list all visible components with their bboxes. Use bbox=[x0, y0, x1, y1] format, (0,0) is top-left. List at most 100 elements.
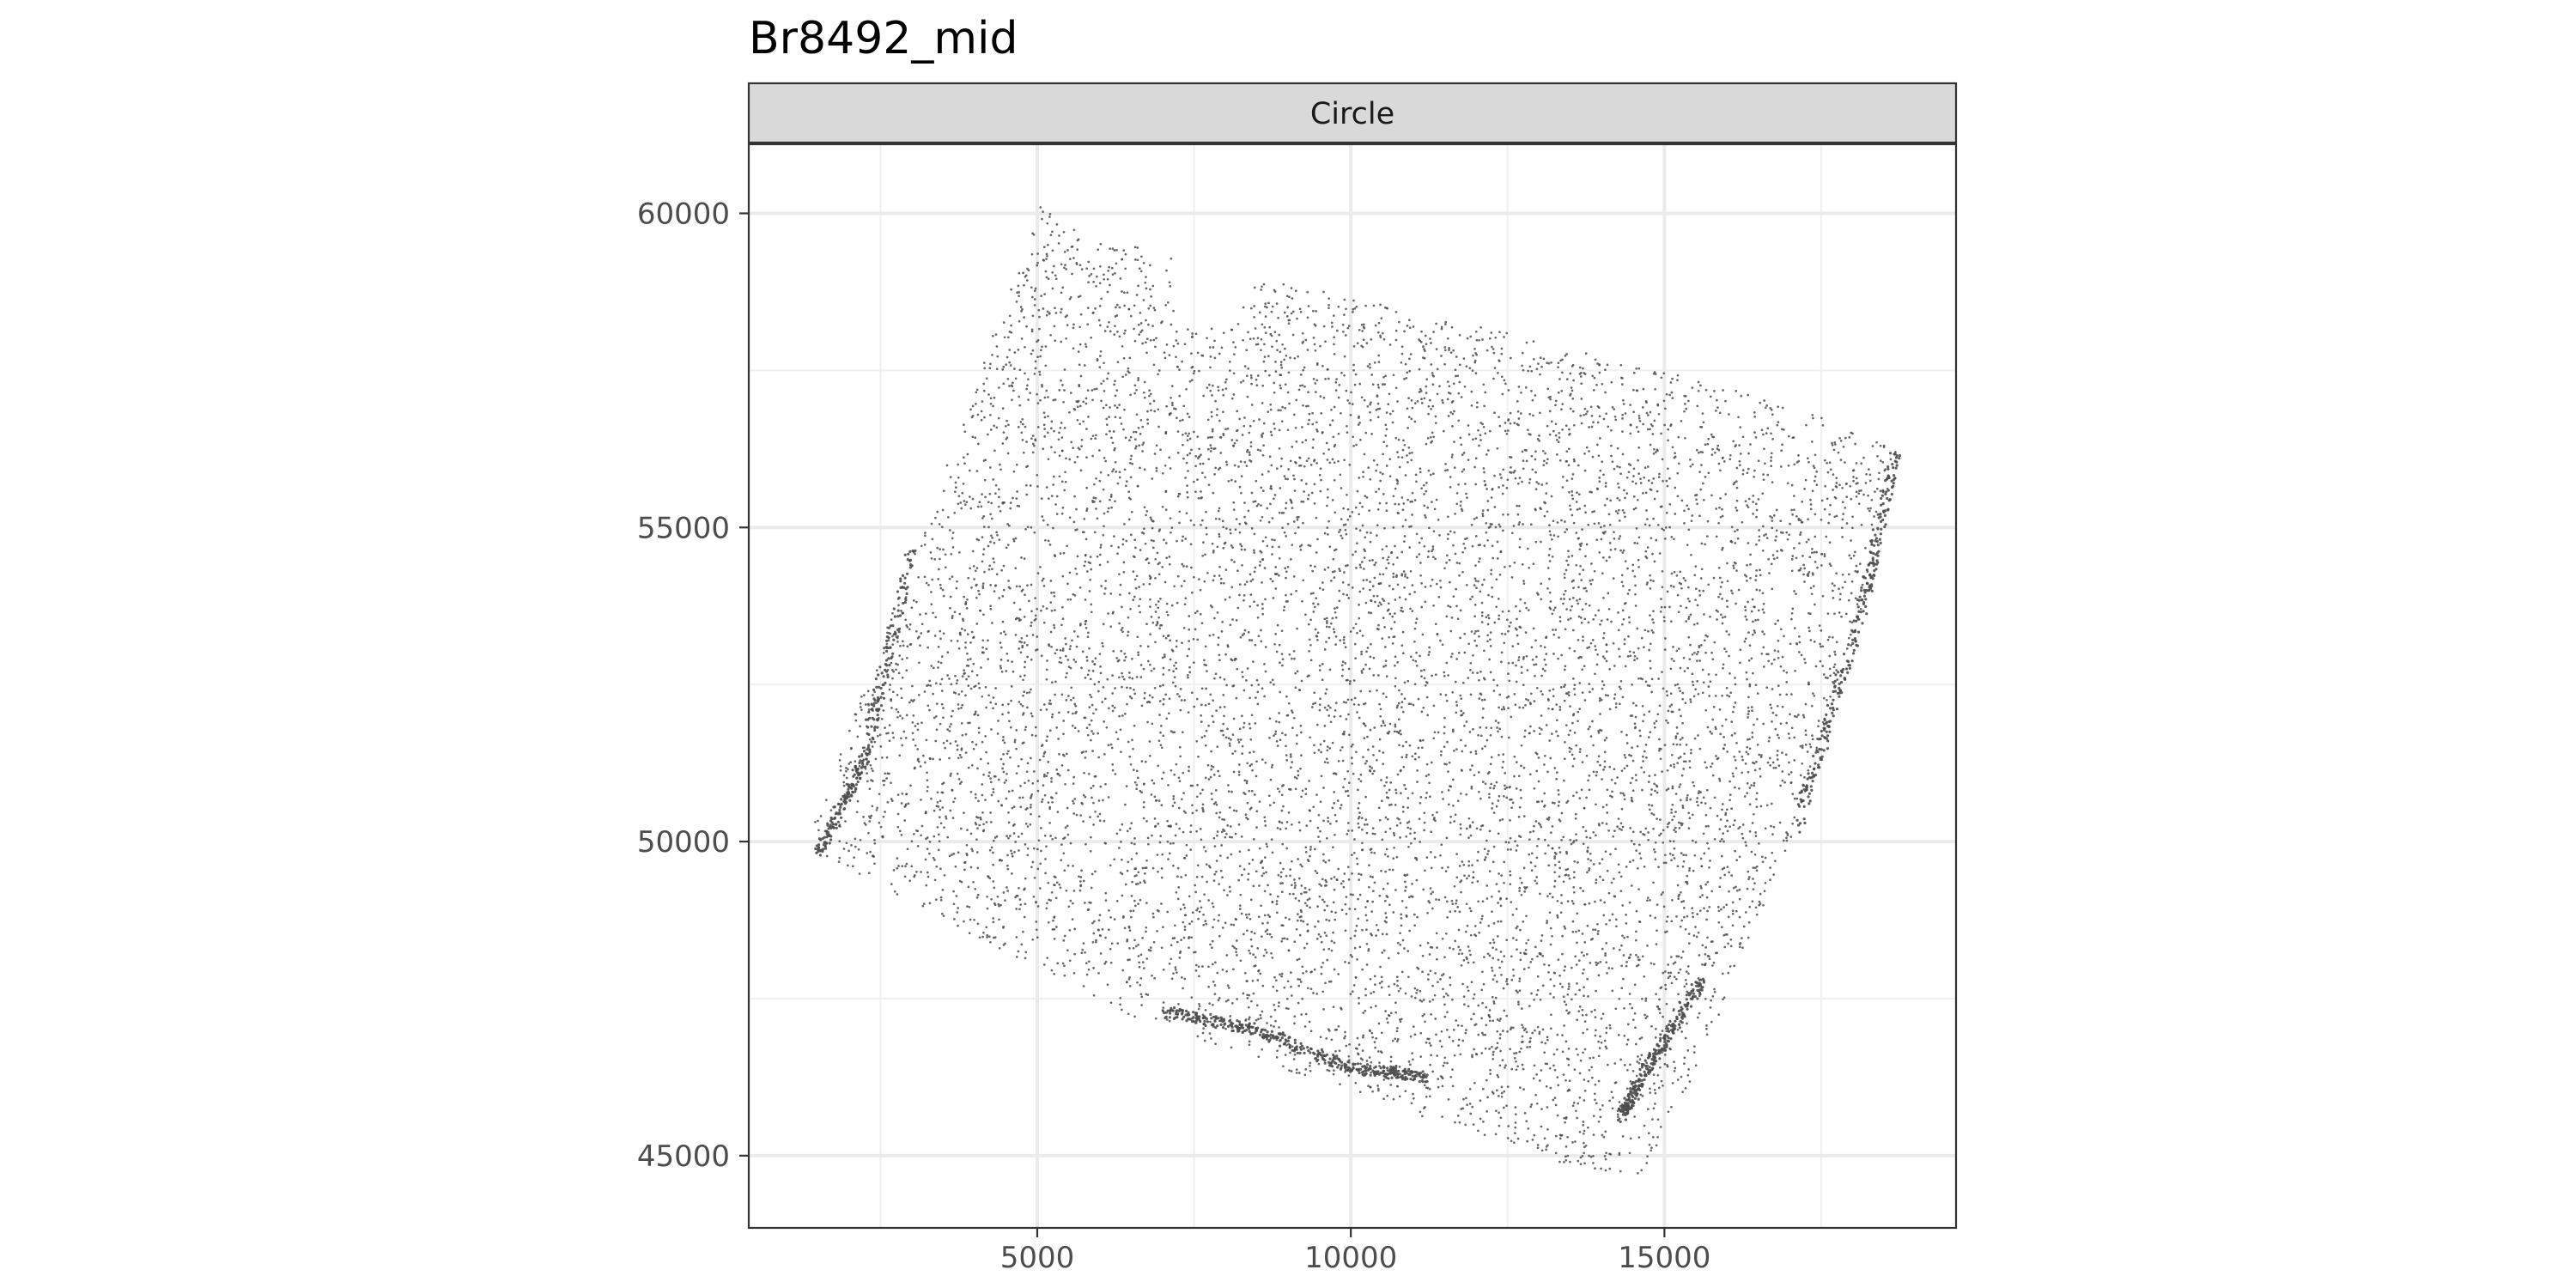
data-point bbox=[1109, 498, 1111, 501]
data-point bbox=[1406, 873, 1409, 877]
data-point bbox=[1181, 418, 1184, 422]
data-point bbox=[1595, 878, 1598, 881]
data-point bbox=[1400, 609, 1402, 612]
data-point bbox=[1384, 434, 1388, 437]
data-point bbox=[1675, 726, 1679, 729]
data-point bbox=[1786, 538, 1789, 541]
data-point bbox=[1228, 835, 1231, 839]
data-point bbox=[1034, 614, 1037, 617]
data-point bbox=[1071, 724, 1074, 727]
data-point bbox=[1644, 680, 1648, 683]
data-point bbox=[1103, 390, 1106, 392]
data-point bbox=[1695, 653, 1698, 656]
data-point bbox=[1447, 515, 1449, 519]
data-point bbox=[1661, 1030, 1664, 1032]
data-point bbox=[1665, 392, 1668, 396]
data-point bbox=[1626, 655, 1630, 658]
data-point bbox=[1326, 749, 1329, 752]
data-point bbox=[1499, 1116, 1503, 1120]
data-point bbox=[1771, 833, 1774, 835]
data-point bbox=[1297, 957, 1301, 961]
data-point bbox=[1394, 1037, 1397, 1041]
data-point bbox=[1750, 784, 1753, 787]
data-point bbox=[1490, 726, 1493, 730]
data-point bbox=[1347, 667, 1351, 671]
data-point bbox=[1213, 984, 1217, 987]
data-point bbox=[1322, 396, 1326, 399]
data-point bbox=[1386, 882, 1389, 885]
data-point bbox=[1360, 344, 1363, 348]
data-point bbox=[1499, 904, 1503, 908]
data-point bbox=[1448, 347, 1450, 349]
data-point bbox=[1325, 757, 1328, 761]
data-point bbox=[1492, 556, 1495, 560]
data-point bbox=[1490, 568, 1493, 572]
data-point bbox=[1516, 513, 1520, 516]
data-point bbox=[1025, 387, 1029, 391]
data-point bbox=[978, 501, 981, 504]
data-point bbox=[1185, 387, 1188, 391]
data-point bbox=[1111, 674, 1114, 677]
data-point bbox=[1694, 841, 1698, 844]
data-point bbox=[1649, 1149, 1653, 1152]
data-point bbox=[878, 821, 881, 824]
data-point bbox=[1113, 535, 1115, 538]
data-point bbox=[1637, 866, 1639, 870]
data-point bbox=[922, 902, 926, 905]
data-point bbox=[1551, 896, 1554, 899]
data-point bbox=[1849, 620, 1851, 623]
data-point bbox=[1781, 532, 1784, 534]
data-point bbox=[1059, 649, 1062, 652]
data-point bbox=[1188, 665, 1191, 669]
data-point bbox=[1278, 720, 1281, 724]
data-point bbox=[1330, 910, 1334, 914]
data-point bbox=[1691, 672, 1694, 676]
data-point bbox=[1215, 811, 1218, 815]
data-point bbox=[1540, 690, 1543, 693]
data-point bbox=[1394, 788, 1397, 792]
data-point bbox=[1258, 884, 1261, 887]
data-point bbox=[1327, 820, 1330, 823]
data-point bbox=[1210, 793, 1213, 795]
data-point bbox=[1606, 972, 1608, 975]
data-point bbox=[953, 511, 957, 514]
data-point bbox=[1017, 284, 1020, 288]
data-point bbox=[1583, 954, 1585, 957]
data-point bbox=[1644, 1017, 1648, 1020]
data-point bbox=[1204, 553, 1206, 556]
data-point bbox=[988, 564, 992, 568]
data-point bbox=[1620, 944, 1623, 947]
data-point bbox=[1657, 476, 1661, 478]
data-point bbox=[1564, 531, 1566, 534]
data-point bbox=[866, 780, 869, 783]
data-point bbox=[1275, 650, 1279, 653]
data-point bbox=[1121, 714, 1124, 717]
data-point bbox=[1066, 864, 1070, 867]
data-point bbox=[1249, 951, 1252, 955]
data-point bbox=[1382, 949, 1386, 952]
data-point bbox=[1467, 677, 1470, 679]
data-point bbox=[1611, 795, 1613, 799]
data-point bbox=[891, 611, 894, 615]
data-point bbox=[1821, 720, 1825, 724]
data-point bbox=[1416, 769, 1419, 772]
data-point bbox=[1364, 823, 1366, 826]
data-point bbox=[1080, 869, 1083, 872]
data-point bbox=[1455, 562, 1459, 564]
data-point bbox=[1271, 851, 1274, 854]
data-point bbox=[1602, 1135, 1606, 1139]
data-point bbox=[1250, 382, 1253, 386]
data-point bbox=[1289, 753, 1292, 756]
data-point bbox=[932, 692, 934, 696]
data-point bbox=[1356, 958, 1358, 961]
data-point bbox=[1559, 359, 1562, 362]
data-point bbox=[1619, 875, 1623, 878]
data-point bbox=[1021, 588, 1024, 592]
data-point bbox=[1601, 1012, 1605, 1016]
data-point bbox=[1045, 252, 1048, 256]
data-point bbox=[1181, 976, 1183, 979]
data-point bbox=[1281, 658, 1285, 661]
data-point bbox=[1009, 756, 1012, 759]
data-point bbox=[848, 849, 850, 853]
data-point bbox=[1099, 471, 1103, 474]
